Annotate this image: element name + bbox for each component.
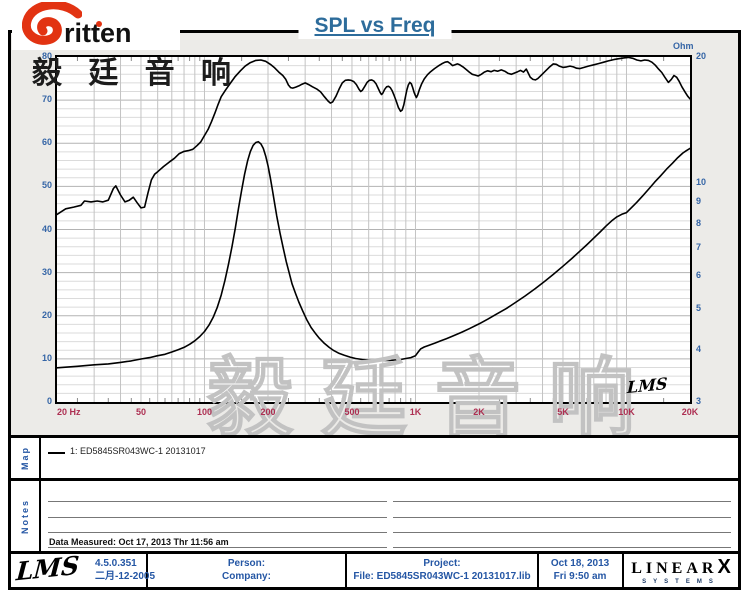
x-axis-tick-200: 200 [260,407,276,417]
x-axis-tick-5K: 5K [557,407,569,417]
legend-entry: 1: ED5845SR043WC-1 20131017 [70,446,206,456]
footer-divider [537,554,539,587]
notes-rule-line [393,532,731,533]
legend-curve-sample [48,452,65,454]
brand-i-dot-icon [96,21,102,27]
right-axis-tick-5: 5 [696,303,702,314]
data-measured-text: Data Measured: Oct 17, 2013 Thr 11:56 am [49,537,229,547]
left-axis-tick-40: 40 [41,223,52,234]
x-axis-tick-100: 100 [196,407,212,417]
x-axis-tick-500: 500 [344,407,360,417]
brand-chinese-text: 毅 廷 音 响 [32,57,241,90]
left-axis-tick-50: 50 [41,180,52,191]
linearx-x-text: X [717,556,731,578]
linearx-systems-logo: LINEARX SYSTEMS [627,556,735,585]
person-label: Person: [227,558,266,569]
x-axis-tick-1K: 1K [409,407,422,417]
right-axis-tick-8: 8 [696,217,702,228]
date-time-cell: Oct 18, 2013 Fri 9:50 am [540,557,620,583]
map-section-label: Map [20,446,30,470]
left-axis-tick-0: 0 [46,396,52,406]
left-axis-tick-20: 20 [41,309,52,320]
map-separator [11,435,738,438]
left-axis-tick-30: 30 [41,266,52,277]
right-axis-tick-3: 3 [696,396,702,406]
x-axis-tick-50: 50 [135,407,146,417]
notes-rule-line [48,517,387,518]
notes-rule-line [48,547,387,548]
right-axis-tick-10: 10 [696,177,707,188]
person-company-cell: Person: Company: [150,557,343,583]
footer-separator [11,551,738,554]
notes-rule-line [393,501,731,502]
frequency-response-chart [57,57,690,402]
right-axis-tick-20: 20 [696,51,707,61]
file-name: File: ED5845SR043WC-1 20131017.lib [353,571,531,582]
brand-logo: ritten [12,0,180,50]
right-axis-tick-7: 7 [696,241,702,252]
notes-section-label: Notes [20,498,30,534]
left-axis-tick-80: 80 [41,51,52,61]
version-date: 二月-12-2005 [95,571,156,582]
linearx-systems-text: SYSTEMS [642,579,720,585]
page-title: SPL vs Freq [298,13,452,39]
left-axis-tick-70: 70 [41,94,52,105]
linearx-wordmark: LINEARX [627,556,735,579]
x-axis-tick-20K: 20K [681,407,699,417]
x-axis-tick-2K: 2K [473,407,485,417]
notes-rule-line [393,517,731,518]
notes-rule-line [393,547,731,548]
right-axis-tick-6: 6 [696,269,702,280]
footer-divider [622,554,624,587]
swirl-logo-icon [22,2,82,45]
footer-divider [146,554,148,587]
notes-rule-line [48,501,387,502]
company-label: Company: [222,571,271,582]
right-axis-unit-label: Ohm [673,41,694,51]
project-file-cell: Project: File: ED5845SR043WC-1 20131017.… [349,557,535,583]
software-version: 4.5.0.351 二月-12-2005 [95,557,155,583]
footer-divider [345,554,347,587]
version-number: 4.5.0.351 [95,558,137,569]
left-axis-tick-60: 60 [41,137,52,148]
print-time: Fri 9:50 am [553,571,607,582]
right-axis-tick-4: 4 [696,343,702,354]
side-label-divider [39,438,41,551]
notes-separator [11,478,738,481]
x-axis-tick-20Hz: 20 Hz [57,407,81,417]
linearx-linear-text: LINEAR [631,560,718,577]
project-label: Project: [423,558,461,569]
left-axis-tick-10: 10 [41,352,52,363]
right-axis-tick-9: 9 [696,196,702,207]
notes-rule-line [48,532,387,533]
print-date: Oct 18, 2013 [550,558,610,569]
x-axis-tick-10K: 10K [618,407,635,417]
